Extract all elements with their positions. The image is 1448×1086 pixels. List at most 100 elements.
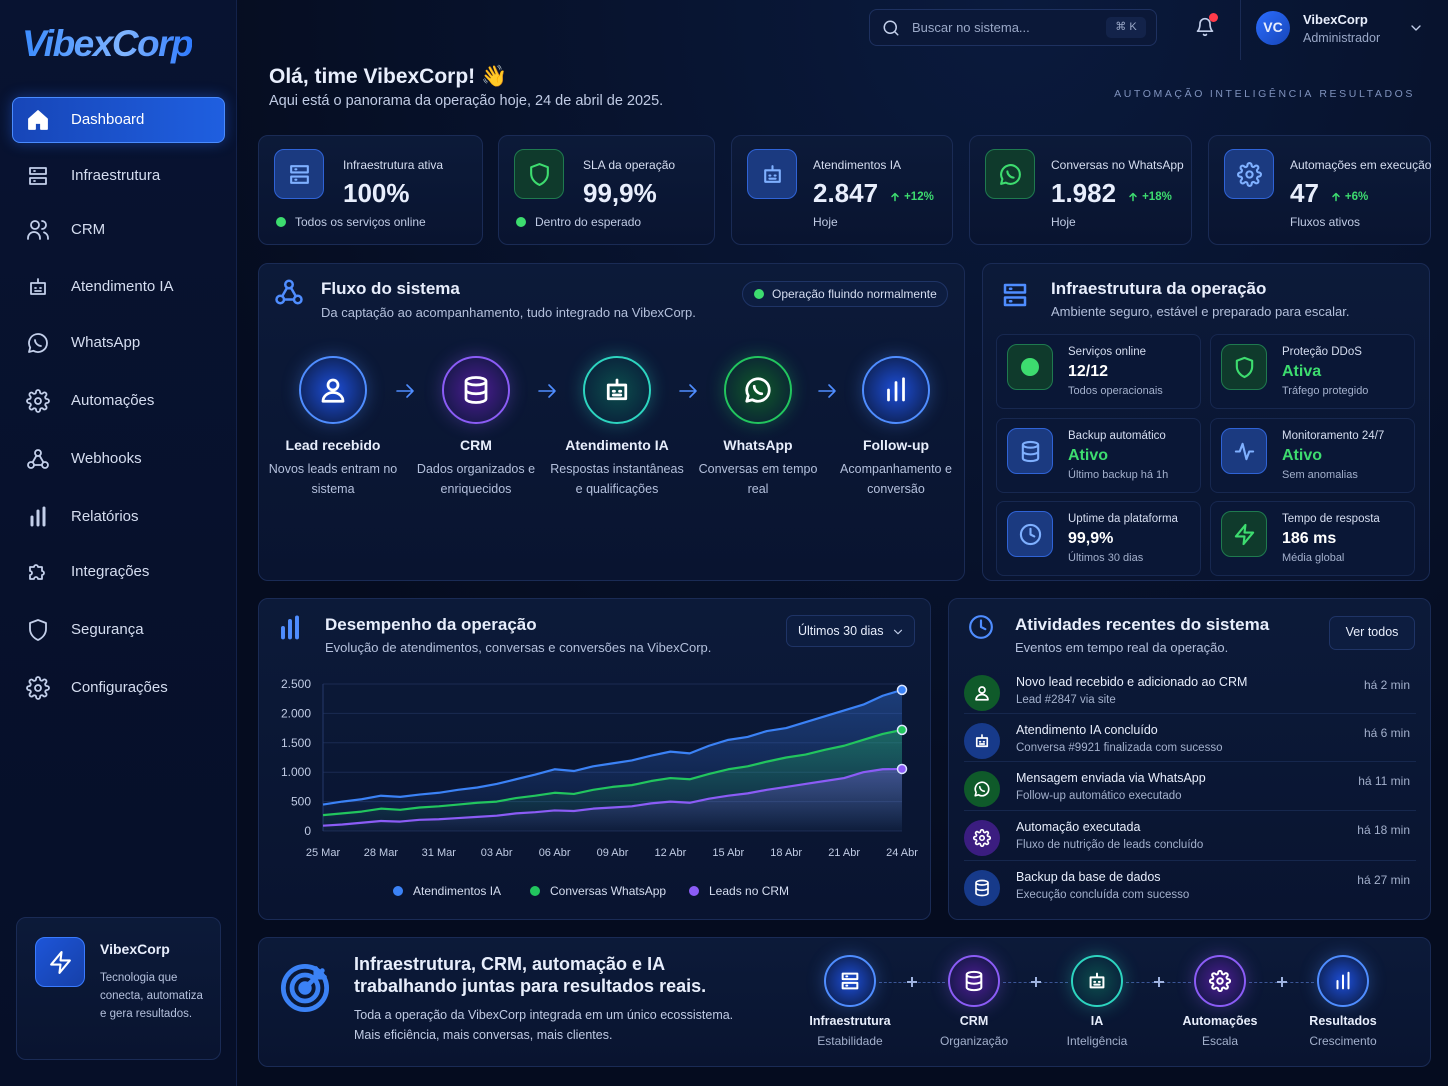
flow-subtitle: Da captação ao acompanhamento, tudo inte… xyxy=(321,304,696,320)
user-chevron xyxy=(1411,25,1421,31)
flow-step-circle xyxy=(724,356,792,424)
flow-title: Fluxo do sistema xyxy=(321,279,460,299)
flow-step-title: Follow-up xyxy=(862,437,930,454)
kpi-icon-icon xyxy=(529,162,549,186)
icon-shape xyxy=(1021,440,1039,462)
kpi-icon xyxy=(985,149,1035,199)
footer-step-title: IA xyxy=(1090,1014,1104,1029)
activity-item-detail: Conversa #9921 finalizada com sucesso xyxy=(1016,741,1223,754)
x-tick-label: 06 Abr xyxy=(539,847,571,859)
flow-step-circle-icon xyxy=(464,376,488,404)
infra-item-label: Monitoramento 24/7 xyxy=(1282,429,1385,442)
kpi-delta: +12% xyxy=(904,190,934,203)
kpi-note: Hoje xyxy=(1051,214,1076,229)
activity-item-icon xyxy=(964,870,1000,906)
nav-icon xyxy=(30,506,46,527)
legend-label: Conversas WhatsApp xyxy=(550,884,666,898)
infra-item-value: Ativo xyxy=(1282,447,1322,465)
kpi-icon xyxy=(274,149,324,199)
icon-shape xyxy=(841,972,859,990)
infra-item-label: Tempo de resposta xyxy=(1282,512,1380,525)
flow-arrow xyxy=(678,384,697,398)
icon-shape xyxy=(975,734,989,748)
icon-shape xyxy=(818,384,836,398)
activity-item-time: há 11 min xyxy=(1358,773,1410,788)
flow-step-circle xyxy=(583,356,651,424)
infra-item-icon-icon xyxy=(1235,356,1253,378)
icon-shape xyxy=(1196,17,1214,37)
activity-item-detail: Execução concluída com sucesso xyxy=(1016,888,1190,901)
icon-shape xyxy=(27,449,49,469)
infra-item-icon xyxy=(1007,428,1053,474)
bell-icon xyxy=(1196,17,1214,37)
activity-item-title: Backup da base de dados xyxy=(1016,870,1161,885)
footer-step-sub: Estabilidade xyxy=(817,1033,883,1048)
header-tag: AUTOMAÇÃO xyxy=(1114,88,1205,101)
icon-shape xyxy=(999,163,1021,185)
icon-shape xyxy=(27,220,49,240)
search-placeholder: Buscar no sistema... xyxy=(912,19,1030,35)
kpi-value: 47 xyxy=(1290,177,1319,208)
footer-step-circle xyxy=(1194,955,1246,1007)
infra-item-value: 12/12 xyxy=(1068,363,1109,381)
nav-label: Integrações xyxy=(71,562,150,580)
series-area xyxy=(323,768,902,831)
infra-item-value: Ativo xyxy=(1068,447,1108,465)
x-tick-label: 24 Abr xyxy=(886,847,918,859)
activity-subtitle: Eventos em tempo real da operação. xyxy=(1015,639,1229,655)
icon-shape xyxy=(289,164,309,184)
infra-item-icon-icon xyxy=(1019,523,1041,545)
nav-icon xyxy=(30,278,46,295)
range-label: Últimos 30 dias xyxy=(798,624,884,639)
kpi-label: SLA da operação xyxy=(583,157,676,172)
kpi-delta-arrow xyxy=(1332,192,1340,202)
infra-item-value: 99,9% xyxy=(1068,530,1114,548)
infra-item-icon-icon xyxy=(1234,442,1254,460)
series-line xyxy=(322,767,903,827)
kpi-label: Atendimentos IA xyxy=(813,157,902,172)
kpi-icon-icon xyxy=(763,164,781,183)
user-role: Administrador xyxy=(1303,31,1381,46)
kpi-delta: +6% xyxy=(1344,190,1369,203)
footer-plus-v xyxy=(1280,977,1283,987)
flow-step-desc: Novos leads entram no sistema xyxy=(268,462,398,496)
series-line xyxy=(322,688,903,806)
icon-shape xyxy=(678,384,697,398)
flow-step-circle xyxy=(442,356,510,424)
chart-icon xyxy=(281,615,299,640)
infra-icon xyxy=(1003,283,1027,307)
footer-plus-v xyxy=(911,977,913,987)
nav-label: CRM xyxy=(71,220,106,238)
kpi-value: 99,9% xyxy=(583,177,657,208)
infra-item-icon xyxy=(1221,344,1267,390)
range-dropdown[interactable] xyxy=(786,615,915,647)
infra-item-icon xyxy=(1221,428,1267,474)
kpi-value: 2.847 xyxy=(813,177,879,208)
footer-step-circle-icon xyxy=(841,972,859,990)
search-icon xyxy=(883,20,899,36)
nav-label: Infraestrutura xyxy=(71,166,161,184)
icon-shape xyxy=(975,686,989,701)
x-tick-label: 12 Abr xyxy=(654,847,686,859)
footer-text: Mais eficiência, mais conversas, mais cl… xyxy=(354,1028,613,1043)
infra-item-icon xyxy=(1221,511,1267,557)
footer-step-circle-icon xyxy=(1209,970,1231,992)
activity-icon xyxy=(969,615,993,639)
header-tag: INTELIGÊNCIA xyxy=(1209,88,1314,101)
footer-title: trabalhando juntas para resultados reais… xyxy=(354,975,707,996)
kpi-note: Hoje xyxy=(813,214,838,229)
infra-item-note: Média global xyxy=(1282,552,1345,565)
footer-text: Toda a operação da VibexCorp integrada e… xyxy=(354,1008,734,1023)
footer-plus-v xyxy=(1157,977,1160,987)
kpi-value: 100% xyxy=(343,177,410,208)
nav-label: Configurações xyxy=(71,678,168,696)
flow-step-desc: Dados organizados e enriquecidos xyxy=(416,462,536,496)
footer-step-sub: Escala xyxy=(1201,1033,1239,1048)
icon-shape xyxy=(1234,442,1254,460)
range-chevron xyxy=(893,629,903,635)
icon-shape xyxy=(1336,971,1350,990)
x-tick-label: 09 Abr xyxy=(597,847,629,859)
x-tick-label: 28 Mar xyxy=(364,847,399,859)
see-all-button[interactable] xyxy=(1329,616,1415,650)
kpi-delta-arrow xyxy=(891,192,899,202)
